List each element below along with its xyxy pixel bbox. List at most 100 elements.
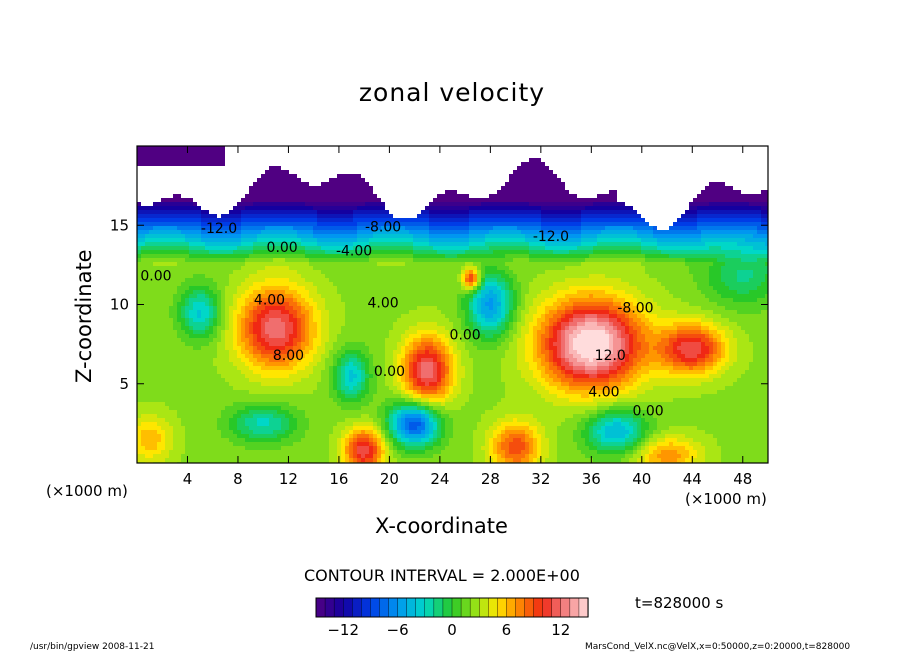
field-cell (521, 178, 525, 182)
field-cell (645, 242, 649, 246)
field-cell (661, 294, 665, 298)
field-cell (257, 210, 261, 214)
field-cell (645, 302, 649, 306)
field-cell (225, 234, 229, 238)
field-cell (265, 274, 269, 278)
field-cell (145, 302, 149, 306)
field-cell (229, 242, 233, 246)
field-cell (153, 298, 157, 302)
field-cell (269, 278, 273, 282)
field-cell (505, 238, 509, 242)
field-cell (757, 242, 761, 246)
field-cell (589, 210, 593, 214)
field-cell (393, 254, 397, 258)
field-cell (265, 170, 269, 174)
field-cell (301, 250, 305, 254)
field-cell (765, 286, 768, 290)
field-cell (753, 230, 757, 234)
field-cell (741, 218, 745, 222)
field-cell (389, 258, 393, 262)
field-cell (493, 266, 497, 270)
field-cell (445, 294, 449, 298)
field-cell (233, 294, 237, 298)
field-cell (497, 190, 501, 194)
field-cell (685, 250, 689, 254)
field-cell (701, 282, 705, 286)
field-cell (605, 282, 609, 286)
field-cell (625, 254, 629, 258)
field-cell (417, 258, 421, 262)
field-cell (621, 250, 625, 254)
field-cell (457, 194, 461, 198)
field-cell (605, 242, 609, 246)
field-cell (309, 302, 313, 306)
field-cell (481, 302, 485, 306)
field-cell (717, 270, 721, 274)
field-cell (669, 234, 673, 238)
field-cell (373, 238, 377, 242)
field-cell (485, 210, 489, 214)
field-cell (669, 254, 673, 258)
field-cell (613, 266, 617, 270)
field-cell (501, 274, 505, 278)
field-cell (181, 206, 185, 210)
field-cell (245, 266, 249, 270)
field-cell (265, 314, 269, 318)
field-cell (497, 290, 501, 294)
field-cell (529, 274, 533, 278)
field-cell (705, 226, 709, 230)
field-cell (489, 206, 493, 210)
field-cell (513, 294, 517, 298)
field-cell (337, 250, 341, 254)
field-cell (189, 298, 193, 302)
field-cell (705, 298, 709, 302)
field-cell (445, 206, 449, 210)
field-cell (645, 250, 649, 254)
field-cell (433, 310, 437, 314)
field-cell (757, 230, 761, 234)
field-cell (629, 270, 633, 274)
field-cell (405, 250, 409, 254)
field-cell (177, 242, 181, 246)
field-cell (185, 238, 189, 242)
field-cell (697, 238, 701, 242)
field-cell (161, 286, 165, 290)
field-cell (673, 290, 677, 294)
field-cell (153, 150, 157, 154)
field-cell (361, 302, 365, 306)
field-cell (609, 274, 613, 278)
field-cell (565, 314, 569, 318)
field-cell (605, 258, 609, 262)
field-cell (577, 238, 581, 242)
field-cell (689, 270, 693, 274)
field-cell (337, 242, 341, 246)
field-cell (345, 222, 349, 226)
field-cell (365, 266, 369, 270)
field-cell (169, 238, 173, 242)
field-cell (305, 210, 309, 214)
field-cell (197, 254, 201, 258)
field-cell (213, 238, 217, 242)
field-cell (197, 222, 201, 226)
field-cell (221, 282, 225, 286)
field-cell (409, 298, 413, 302)
field-cell (633, 278, 637, 282)
field-cell (613, 302, 617, 306)
field-cell (517, 226, 521, 230)
field-cell (161, 198, 165, 202)
field-cell (305, 238, 309, 242)
field-cell (229, 298, 233, 302)
field-cell (609, 290, 613, 294)
field-cell (345, 238, 349, 242)
field-cell (517, 182, 521, 186)
field-cell (357, 214, 361, 218)
field-cell (137, 202, 141, 206)
field-cell (369, 262, 373, 266)
field-cell (189, 210, 193, 214)
field-cell (725, 242, 729, 246)
field-cell (313, 206, 317, 210)
field-cell (261, 202, 265, 206)
field-cell (597, 258, 601, 262)
field-cell (561, 222, 565, 226)
field-cell (137, 250, 141, 254)
